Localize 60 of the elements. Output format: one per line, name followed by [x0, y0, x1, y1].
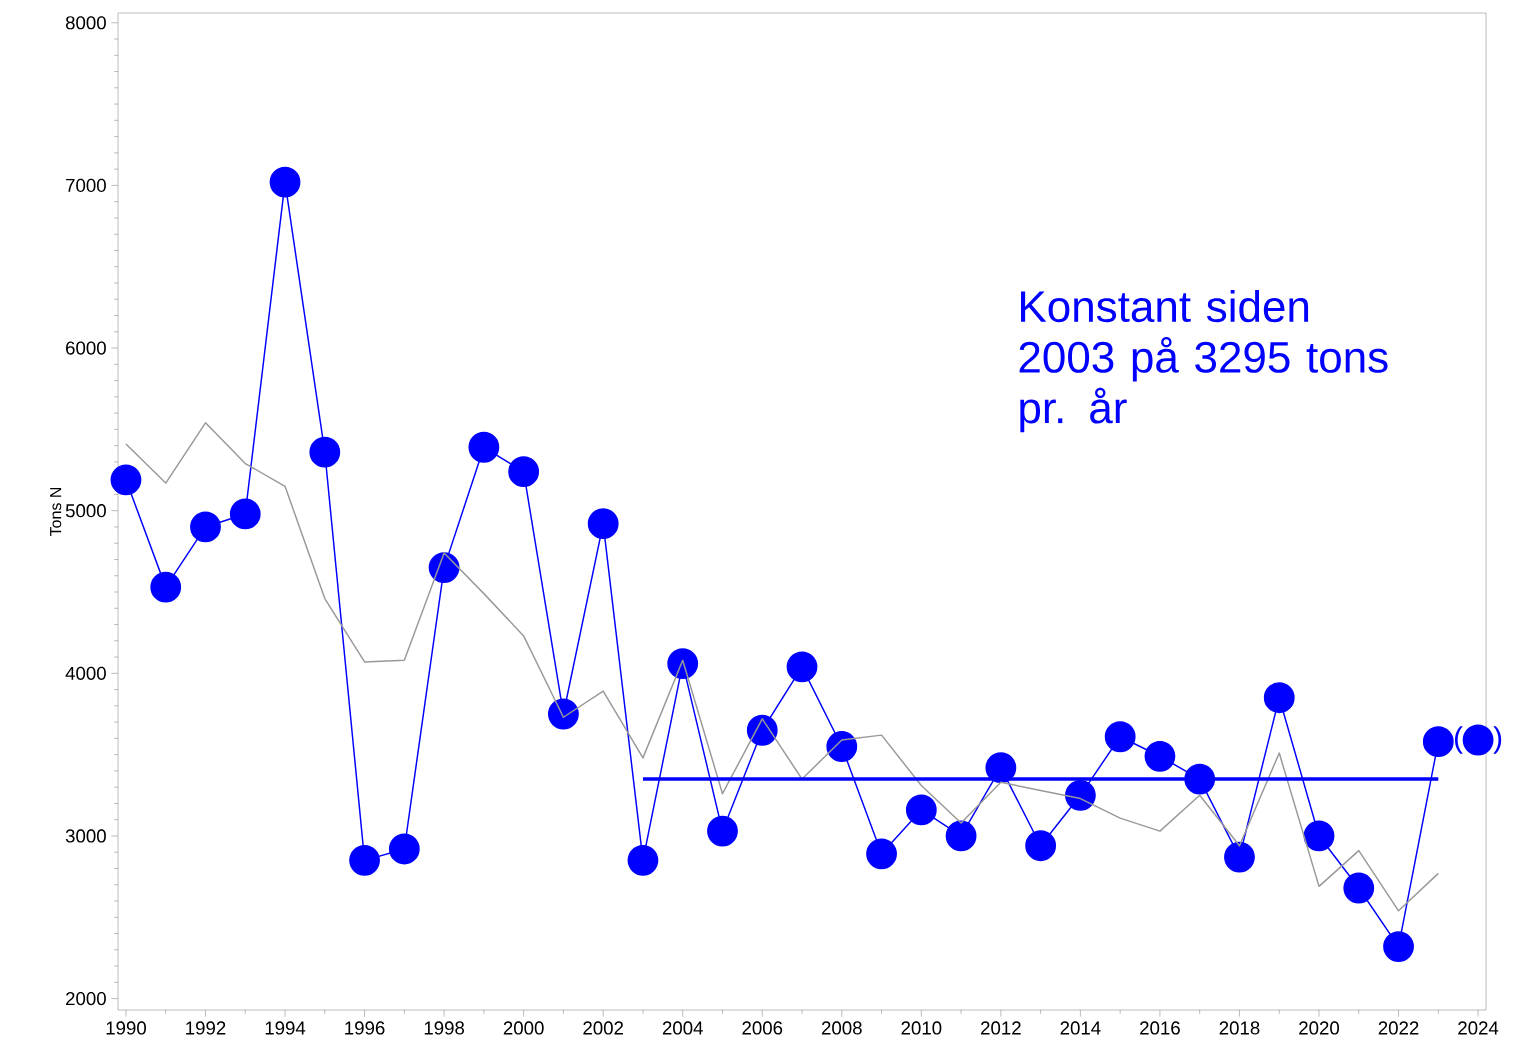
point: [1064, 779, 1096, 811]
point: [229, 498, 261, 530]
x-tick-label: 2016: [1140, 1021, 1180, 1035]
x-tick-label: 2020: [1299, 1021, 1340, 1035]
x-tick-label: 1994: [265, 1021, 306, 1035]
x-tick-label: 2012: [981, 1021, 1021, 1035]
y-tick-label: 4000: [65, 666, 106, 680]
point: [826, 731, 858, 762]
point: [1025, 830, 1057, 862]
x-tick-label: 2008: [821, 1021, 862, 1035]
y-tick-label: 5000: [65, 504, 106, 518]
point: [349, 844, 380, 876]
y-tick-label: 3000: [65, 829, 106, 843]
annotation: Konstant siden 2003 på 3295 tons pr. år: [1019, 289, 1388, 433]
point: [150, 571, 182, 603]
y-axis-title: Tons N: [50, 487, 62, 537]
point: [548, 698, 579, 730]
point: [866, 838, 897, 870]
x-tick-label: 1996: [345, 1021, 385, 1035]
annotation: (: [1455, 726, 1463, 754]
point: [388, 833, 420, 865]
point: [786, 651, 818, 683]
x-tick-label: 1998: [424, 1021, 465, 1035]
point: [269, 166, 301, 198]
x-tick-label: 2000: [503, 1021, 544, 1035]
point: [1303, 820, 1335, 852]
y-tick-label: 2000: [66, 991, 106, 1006]
x-tick-label: 2018: [1219, 1021, 1260, 1035]
point: [905, 794, 937, 826]
x-tick-label: 2024: [1458, 1021, 1499, 1035]
point: [1224, 841, 1255, 873]
point: [587, 508, 619, 540]
y-tick-label: 8000: [65, 16, 106, 30]
annotation: ): [1493, 726, 1502, 754]
point: [1383, 931, 1414, 962]
x-tick-label: 2006: [742, 1021, 783, 1035]
point: [110, 464, 142, 496]
point: [945, 820, 977, 852]
point: [627, 844, 659, 876]
x-tick-label: 2022: [1378, 1021, 1419, 1035]
point: [1343, 872, 1375, 904]
point: [1462, 724, 1494, 756]
point: [667, 648, 699, 679]
y-tick-label: 7000: [66, 178, 106, 193]
x-tick-label: 2002: [583, 1021, 623, 1035]
x-tick-label: 1992: [186, 1021, 226, 1035]
point: [1144, 740, 1176, 772]
x-tick-label: 1990: [106, 1021, 146, 1035]
x-tick-label: 2014: [1060, 1021, 1101, 1035]
point: [1422, 726, 1454, 758]
point: [707, 815, 738, 847]
point: [1104, 721, 1136, 753]
point: [1263, 682, 1295, 714]
point: [309, 436, 341, 468]
x-tick-label: 2004: [662, 1021, 703, 1035]
point: [508, 456, 540, 488]
y-tick-label: 6000: [66, 341, 106, 355]
x-tick-label: 2010: [901, 1021, 942, 1035]
point: [468, 431, 500, 463]
point: [190, 511, 221, 543]
